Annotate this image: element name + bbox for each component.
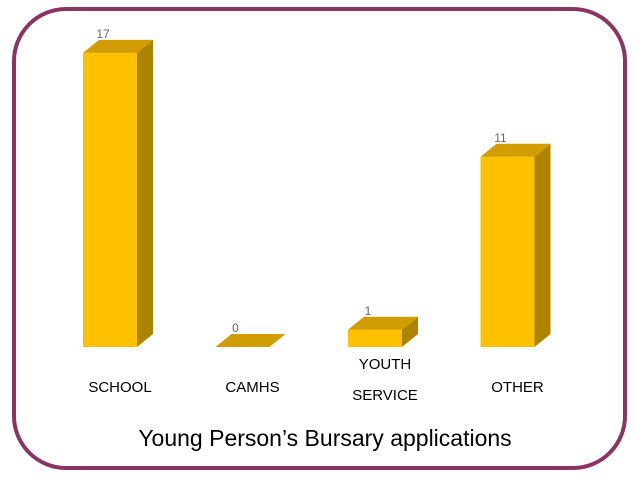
frame [12,7,627,470]
bar-top [480,143,551,157]
x-tick-label: SCHOOL [88,379,151,396]
value-label: 11 [494,131,507,145]
bar [348,316,418,347]
bar [215,334,286,347]
bar-front [348,329,402,347]
value-label: 0 [232,321,239,335]
bar [83,39,153,348]
chart-title: Young Person’s Bursary applications [138,425,511,451]
x-tick-label: CAMHS [225,379,279,396]
bar-side [534,143,551,347]
bar-front [480,156,535,347]
bar-top [83,39,153,53]
bar-side [402,316,418,347]
bar [480,143,551,347]
value-label: 17 [96,27,110,41]
bar-top [215,334,286,347]
x-tick-label: OTHER [491,379,544,396]
x-tick-label: YOUTH SERVICE [352,356,418,404]
bar-top [348,316,418,330]
bar-side [137,39,153,348]
value-label: 1 [365,304,372,318]
bar-front [83,52,137,348]
